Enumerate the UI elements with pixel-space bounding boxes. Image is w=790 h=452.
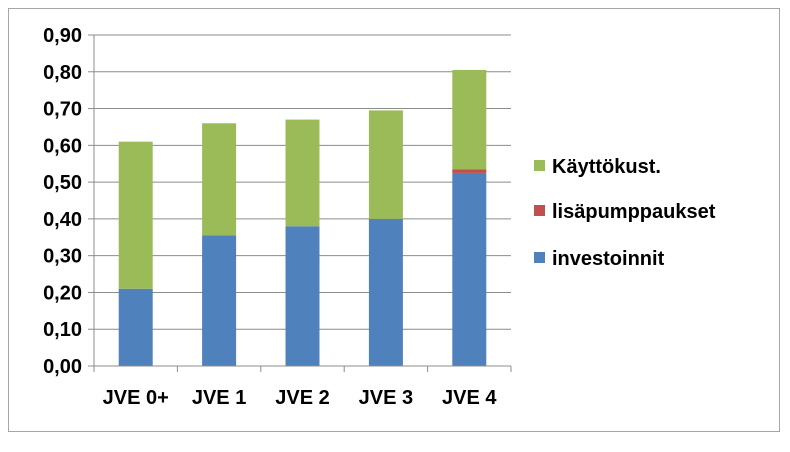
x-tick-labels: JVE 0+ JVE 1 JVE 2 JVE 3 JVE 4 [103, 387, 498, 409]
legend-label: lisäpumppaukset [552, 201, 716, 223]
bar-segment-investoinnit [368, 218, 403, 366]
legend-label: investoinnit [552, 248, 665, 270]
y-tick-label: 0,00 [43, 356, 82, 378]
bar-segment-investoinnit [118, 288, 153, 366]
bar-segment-k-ytt-kust- [118, 141, 153, 289]
y-tick-label: 0,60 [43, 135, 82, 157]
y-tick-labels: 0,00 0,10 0,20 0,30 0,40 0,50 0,60 0,70 0,80 0,90 [43, 25, 82, 378]
y-tick-label: 0,10 [43, 319, 82, 341]
bar-segment-investoinnit [285, 226, 320, 366]
legend-label: Käyttökust. [552, 156, 661, 178]
y-tick-label: 0,90 [43, 25, 82, 47]
legend-swatch [534, 205, 545, 216]
bar-segment-k-ytt-kust- [452, 69, 487, 170]
bar-segment-k-ytt-kust- [285, 119, 320, 227]
chart-frame: 0,00 0,10 0,20 0,30 0,40 0,50 0,60 0,70 0,80 0,90… [8, 8, 780, 432]
x-tick-label: JVE 2 [275, 387, 329, 409]
x-tick-label: JVE 0+ [103, 387, 169, 409]
stacked-bar-chart: 0,00 0,10 0,20 0,30 0,40 0,50 0,60 0,70 0,80 0,90… [43, 25, 716, 409]
bar-segment-k-ytt-kust- [202, 123, 237, 236]
x-tick-label: JVE 1 [192, 387, 246, 409]
y-tick-label: 0,80 [43, 62, 82, 84]
x-tick-label: JVE 4 [442, 387, 497, 409]
bar-segment-k-ytt-kust- [368, 110, 403, 219]
x-tick-label: JVE 3 [359, 387, 413, 409]
bars [118, 69, 487, 366]
legend: Käyttökust. lisäpumppaukset investoinnit [534, 156, 716, 270]
y-tick-label: 0,50 [43, 172, 82, 194]
y-tick-label: 0,20 [43, 282, 82, 304]
y-tick-label: 0,40 [43, 209, 82, 231]
axes [88, 34, 512, 372]
legend-swatch [534, 160, 545, 171]
bar-segment-lis-pumppaukset [452, 169, 487, 173]
y-tick-label: 0,30 [43, 246, 82, 268]
bar-segment-investoinnit [452, 172, 487, 366]
bar-segment-investoinnit [202, 235, 237, 366]
y-tick-label: 0,70 [43, 99, 82, 121]
legend-swatch [534, 252, 545, 263]
